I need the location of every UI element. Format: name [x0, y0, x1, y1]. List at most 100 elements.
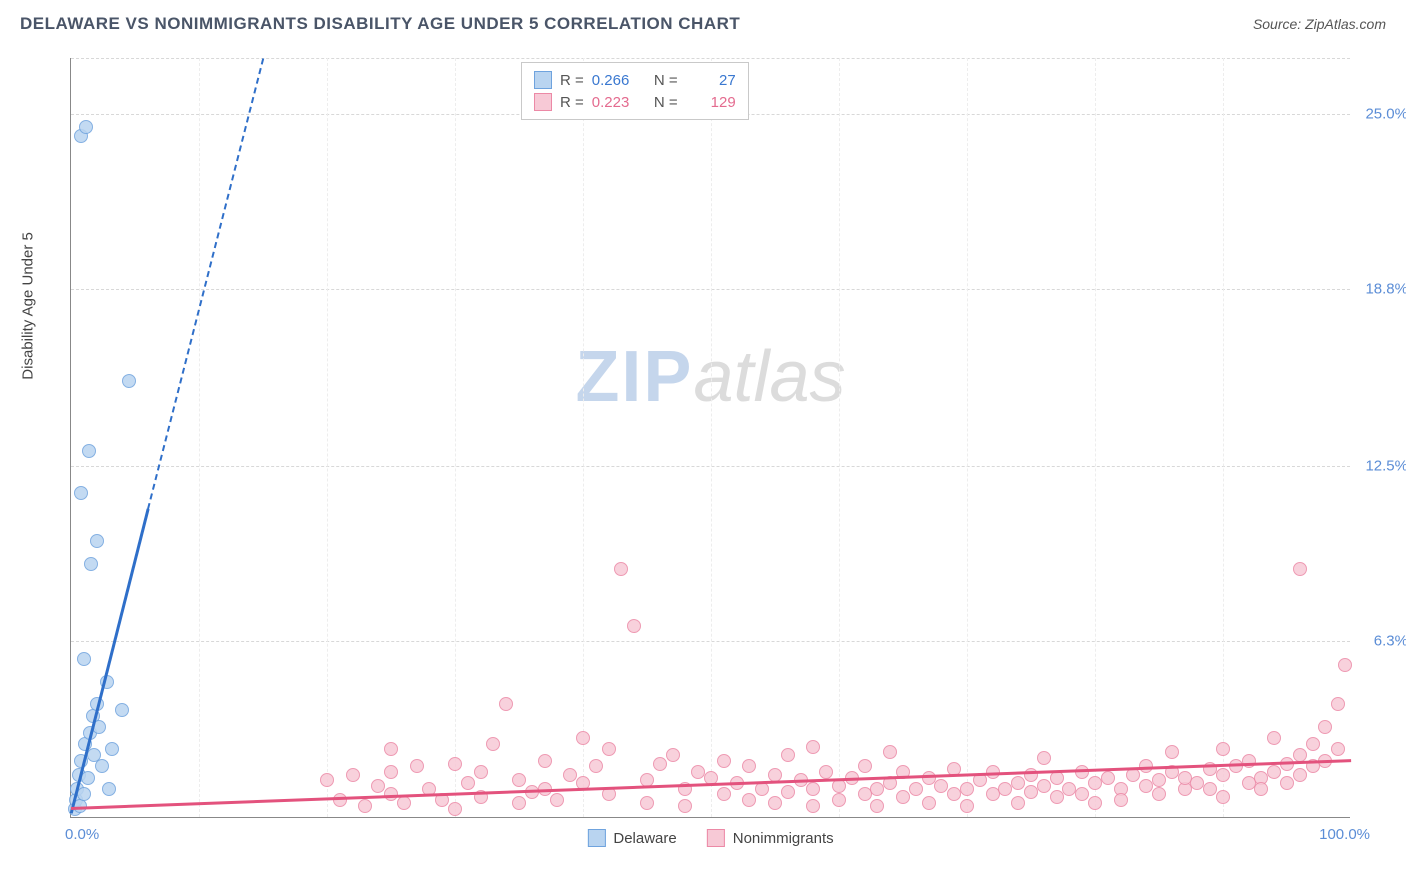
y-tick-label: 6.3%	[1374, 632, 1406, 649]
data-point-delaware	[102, 782, 116, 796]
data-point-nonimmigrants	[922, 796, 936, 810]
data-point-nonimmigrants	[768, 796, 782, 810]
gridline-v	[967, 58, 968, 817]
chart-title: DELAWARE VS NONIMMIGRANTS DISABILITY AGE…	[20, 14, 740, 34]
data-point-nonimmigrants	[806, 799, 820, 813]
watermark-zip: ZIP	[575, 337, 693, 417]
gridline-v	[1223, 58, 1224, 817]
data-point-nonimmigrants	[1338, 658, 1352, 672]
data-point-nonimmigrants	[384, 765, 398, 779]
data-point-nonimmigrants	[1075, 787, 1089, 801]
data-point-nonimmigrants	[461, 776, 475, 790]
data-point-nonimmigrants	[1216, 742, 1230, 756]
gridline-v	[199, 58, 200, 817]
data-point-nonimmigrants	[896, 790, 910, 804]
data-point-nonimmigrants	[858, 759, 872, 773]
data-point-nonimmigrants	[742, 793, 756, 807]
trend-line	[147, 59, 264, 510]
stat-r-value: 0.223	[592, 94, 642, 111]
data-point-delaware	[105, 742, 119, 756]
data-point-nonimmigrants	[832, 779, 846, 793]
stats-legend: R = 0.266 N = 27 R = 0.223 N = 129	[521, 62, 749, 120]
y-tick-label: 18.8%	[1365, 280, 1406, 297]
data-point-nonimmigrants	[806, 782, 820, 796]
data-point-delaware	[77, 787, 91, 801]
data-point-nonimmigrants	[1216, 790, 1230, 804]
stat-n-label: N =	[650, 72, 678, 89]
legend-swatch	[587, 829, 605, 847]
data-point-nonimmigrants	[819, 765, 833, 779]
data-point-nonimmigrants	[1152, 773, 1166, 787]
data-point-nonimmigrants	[371, 779, 385, 793]
legend-swatch	[534, 71, 552, 89]
data-point-nonimmigrants	[410, 759, 424, 773]
plot-area: ZIPatlas 6.3%12.5%18.8%25.0%0.0%100.0%R …	[70, 58, 1350, 818]
stat-n-value: 27	[686, 72, 736, 89]
data-point-nonimmigrants	[512, 796, 526, 810]
legend-swatch	[534, 93, 552, 111]
x-tick-label-left: 0.0%	[65, 826, 99, 843]
data-point-nonimmigrants	[320, 773, 334, 787]
data-point-nonimmigrants	[1088, 796, 1102, 810]
stat-r-label: R =	[560, 94, 584, 111]
data-point-nonimmigrants	[602, 742, 616, 756]
data-point-nonimmigrants	[1280, 776, 1294, 790]
watermark-atlas: atlas	[693, 337, 845, 417]
legend-label: Delaware	[613, 830, 676, 847]
data-point-nonimmigrants	[653, 757, 667, 771]
data-point-nonimmigrants	[1331, 742, 1345, 756]
data-point-nonimmigrants	[1203, 782, 1217, 796]
data-point-nonimmigrants	[1267, 765, 1281, 779]
data-point-nonimmigrants	[960, 799, 974, 813]
data-point-nonimmigrants	[538, 754, 552, 768]
gridline-v	[455, 58, 456, 817]
data-point-nonimmigrants	[1331, 697, 1345, 711]
data-point-nonimmigrants	[346, 768, 360, 782]
data-point-nonimmigrants	[358, 799, 372, 813]
bottom-legend: Delaware Nonimmigrants	[587, 829, 833, 847]
stats-row-delaware: R = 0.266 N = 27	[534, 69, 736, 91]
data-point-nonimmigrants	[614, 562, 628, 576]
data-point-nonimmigrants	[1306, 737, 1320, 751]
stat-n-value: 129	[686, 94, 736, 111]
data-point-delaware	[122, 374, 136, 388]
stat-n-label: N =	[650, 94, 678, 111]
data-point-nonimmigrants	[563, 768, 577, 782]
data-point-nonimmigrants	[448, 757, 462, 771]
y-axis-label: Disability Age Under 5	[20, 232, 37, 380]
y-tick-label: 12.5%	[1365, 458, 1406, 475]
data-point-nonimmigrants	[960, 782, 974, 796]
legend-item-nonimmigrants: Nonimmigrants	[707, 829, 834, 847]
data-point-nonimmigrants	[755, 782, 769, 796]
gridline-v	[711, 58, 712, 817]
data-point-delaware	[82, 444, 96, 458]
data-point-nonimmigrants	[717, 754, 731, 768]
data-point-nonimmigrants	[1267, 731, 1281, 745]
data-point-nonimmigrants	[1293, 562, 1307, 576]
gridline-v	[583, 58, 584, 817]
data-point-delaware	[90, 534, 104, 548]
data-point-nonimmigrants	[666, 748, 680, 762]
data-point-nonimmigrants	[397, 796, 411, 810]
legend-swatch	[707, 829, 725, 847]
data-point-nonimmigrants	[1011, 796, 1025, 810]
stat-r-value: 0.266	[592, 72, 642, 89]
data-point-nonimmigrants	[589, 759, 603, 773]
data-point-delaware	[115, 703, 129, 717]
data-point-nonimmigrants	[1114, 793, 1128, 807]
chart-header: DELAWARE VS NONIMMIGRANTS DISABILITY AGE…	[0, 0, 1406, 42]
data-point-delaware	[77, 652, 91, 666]
data-point-nonimmigrants	[1011, 776, 1025, 790]
legend-label: Nonimmigrants	[733, 830, 834, 847]
data-point-nonimmigrants	[832, 793, 846, 807]
data-point-nonimmigrants	[678, 799, 692, 813]
data-point-nonimmigrants	[870, 799, 884, 813]
data-point-nonimmigrants	[1293, 768, 1307, 782]
data-point-delaware	[79, 120, 93, 134]
y-tick-label: 25.0%	[1365, 106, 1406, 123]
data-point-delaware	[84, 557, 98, 571]
stat-r-label: R =	[560, 72, 584, 89]
data-point-nonimmigrants	[883, 745, 897, 759]
data-point-nonimmigrants	[512, 773, 526, 787]
x-tick-label-right: 100.0%	[1319, 826, 1370, 843]
